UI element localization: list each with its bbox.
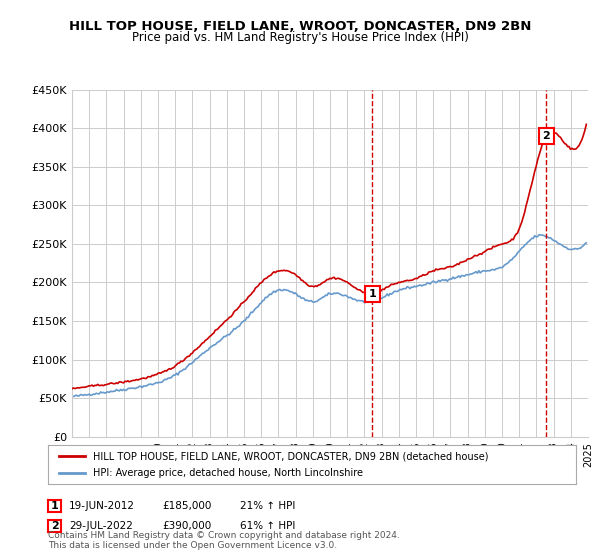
Text: 19-JUN-2012: 19-JUN-2012	[69, 501, 135, 511]
Text: 21% ↑ HPI: 21% ↑ HPI	[240, 501, 295, 511]
Text: HILL TOP HOUSE, FIELD LANE, WROOT, DONCASTER, DN9 2BN (detached house): HILL TOP HOUSE, FIELD LANE, WROOT, DONCA…	[93, 451, 488, 461]
Text: 2: 2	[542, 131, 550, 141]
Text: £185,000: £185,000	[162, 501, 211, 511]
Text: 1: 1	[51, 501, 58, 511]
Text: HPI: Average price, detached house, North Lincolnshire: HPI: Average price, detached house, Nort…	[93, 468, 363, 478]
Text: Contains HM Land Registry data © Crown copyright and database right 2024.
This d: Contains HM Land Registry data © Crown c…	[48, 530, 400, 550]
Text: HILL TOP HOUSE, FIELD LANE, WROOT, DONCASTER, DN9 2BN: HILL TOP HOUSE, FIELD LANE, WROOT, DONCA…	[69, 20, 531, 32]
Text: 29-JUL-2022: 29-JUL-2022	[69, 521, 133, 531]
Text: Price paid vs. HM Land Registry's House Price Index (HPI): Price paid vs. HM Land Registry's House …	[131, 31, 469, 44]
Text: 1: 1	[368, 289, 376, 299]
Text: 61% ↑ HPI: 61% ↑ HPI	[240, 521, 295, 531]
Text: 2: 2	[51, 521, 58, 531]
Text: £390,000: £390,000	[162, 521, 211, 531]
